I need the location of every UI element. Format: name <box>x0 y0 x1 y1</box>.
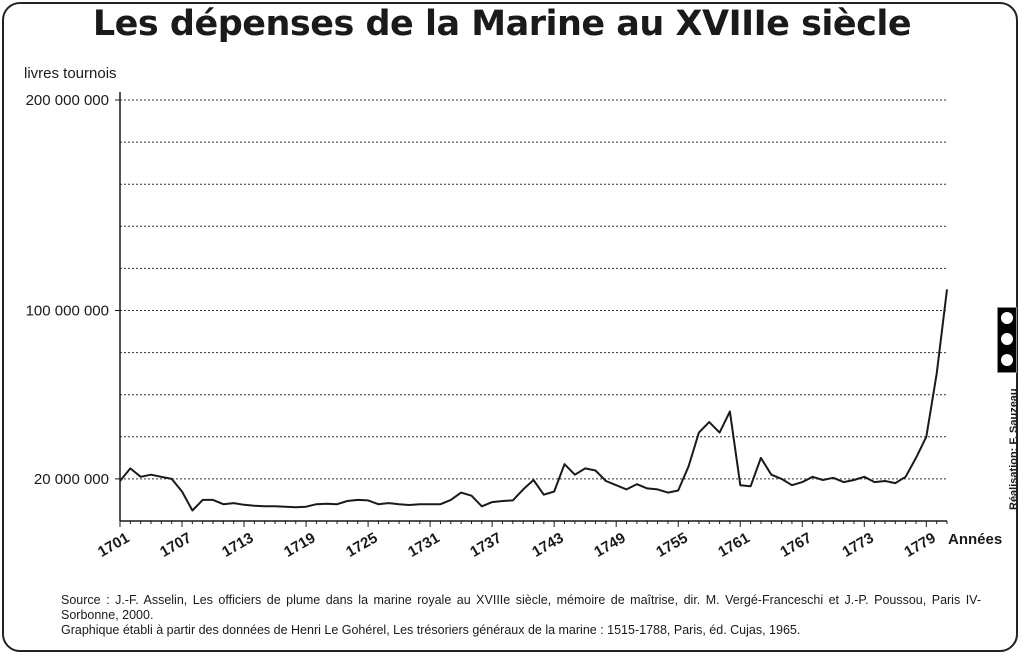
nc-sa-icon <box>1000 353 1014 367</box>
cc-icon <box>1000 311 1014 325</box>
x-axis-label: Années <box>948 531 1003 548</box>
x-tick-label-13: 1779 <box>901 529 938 560</box>
x-tick-label-11: 1767 <box>777 529 814 560</box>
x-tick-label-9: 1755 <box>653 529 690 560</box>
by-icon <box>1000 332 1014 346</box>
chart-title: Les dépenses de la Marine au XVIIIe sièc… <box>92 4 912 44</box>
x-tick-label-8: 1749 <box>591 529 628 560</box>
y-tick-label-0: 20 000 000 <box>34 471 109 488</box>
x-tick-label-0: 1701 <box>95 529 132 560</box>
x-tick-label-5: 1731 <box>405 529 442 560</box>
source-line-2: Graphique établi à partir des données de… <box>61 623 801 637</box>
credit-text: Réalisation: F. Sauzeau <box>1008 388 1020 510</box>
x-tick-label-2: 1713 <box>219 529 256 560</box>
x-tick-label-4: 1725 <box>343 529 380 560</box>
x-tick-label-7: 1743 <box>529 529 566 560</box>
x-tick-label-12: 1773 <box>839 529 876 560</box>
y-tick-label-2: 200 000 000 <box>26 92 109 109</box>
x-tick-label-3: 1719 <box>281 529 318 560</box>
y-tick-label-1: 100 000 000 <box>26 303 109 320</box>
series-line <box>119 289 948 512</box>
y-axis-label: livres tournois <box>24 65 117 82</box>
source-line-1: Source : J.-F. Asselin, Les officiers de… <box>61 593 981 622</box>
cc-by-nc-sa-badge-icon <box>997 307 1017 373</box>
x-tick-label-6: 1737 <box>467 529 504 560</box>
source-note: Source : J.-F. Asselin, Les officiers de… <box>61 593 981 638</box>
x-tick-label-10: 1761 <box>715 529 752 560</box>
x-tick-label-1: 1707 <box>157 529 194 560</box>
